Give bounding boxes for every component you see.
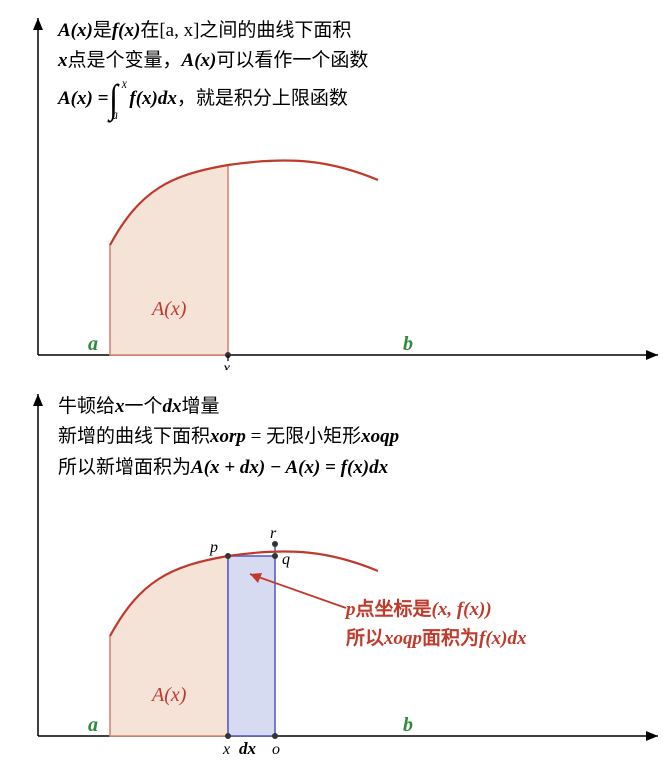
point-q xyxy=(272,553,278,559)
callout-line2: 所以xoqp面积为f(x)dx xyxy=(346,625,527,654)
label-a-2: a xyxy=(88,714,98,736)
line1: A(x)是f(x)在[a, x]之间的曲线下面积 xyxy=(58,16,646,46)
point-x-2 xyxy=(225,733,231,739)
dx-rect xyxy=(228,556,275,736)
panel-2: a b x dx o p r q A(x) 牛顿给x一个dx增量 新增的曲线下面… xyxy=(10,386,656,756)
panel-1: a b x A(x) A(x)是f(x)在[a, x]之间的曲线下面积 x点是个… xyxy=(10,10,656,370)
area-fill-1 xyxy=(110,165,228,355)
point-p xyxy=(225,553,231,559)
label-x-2: x xyxy=(222,741,230,756)
area-label-1: A(x) xyxy=(150,298,187,320)
label-x-1: x xyxy=(222,360,230,370)
callout-text: p点坐标是(x, f(x)) 所以xoqp面积为f(x)dx xyxy=(346,596,527,653)
label-dx: dx xyxy=(239,739,257,756)
label-r: r xyxy=(270,525,277,542)
p2-line3: 所以新增面积为A(x + dx) − A(x) = f(x)dx xyxy=(58,453,646,483)
label-a-1: a xyxy=(88,333,98,355)
p2-line2: 新增的曲线下面积xorp = 无限小矩形xoqp xyxy=(58,422,646,452)
integral-sign: ∫ a x xyxy=(110,81,119,117)
area-label-2: A(x) xyxy=(150,684,187,706)
label-p: p xyxy=(209,539,218,556)
point-o xyxy=(272,733,278,739)
text-block-2: 牛顿给x一个dx增量 新增的曲线下面积xorp = 无限小矩形xoqp 所以新增… xyxy=(58,392,646,483)
text-block-1: A(x)是f(x)在[a, x]之间的曲线下面积 x点是个变量，A(x)可以看作… xyxy=(58,16,646,117)
area-fill-2 xyxy=(110,556,228,736)
label-o: o xyxy=(272,741,280,756)
p2-line1: 牛顿给x一个dx增量 xyxy=(58,392,646,422)
line3: A(x) = ∫ a x f(x)dx，就是积分上限函数 xyxy=(58,81,646,117)
label-b-2: b xyxy=(403,714,413,736)
line2: x点是个变量，A(x)可以看作一个函数 xyxy=(58,46,646,76)
label-q: q xyxy=(282,551,290,568)
label-b-1: b xyxy=(403,333,413,355)
callout-line1: p点坐标是(x, f(x)) xyxy=(346,596,527,625)
